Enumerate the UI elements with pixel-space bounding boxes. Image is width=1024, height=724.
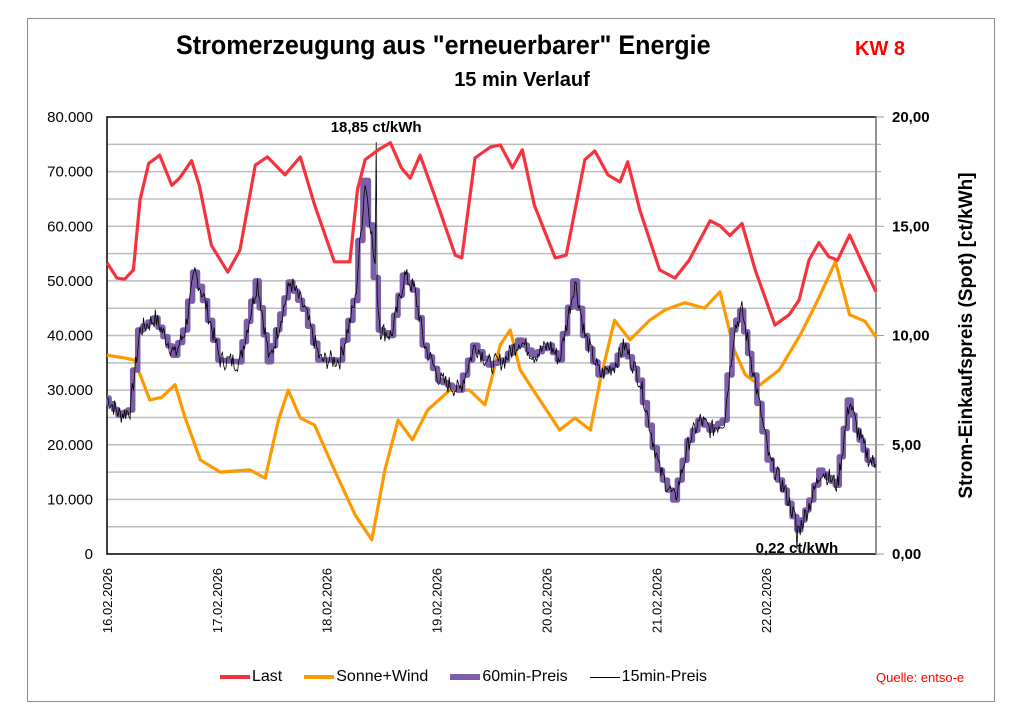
left-tick-label: 60.000 — [47, 218, 93, 235]
left-tick-label: 50.000 — [47, 273, 93, 290]
series-last — [105, 141, 878, 327]
legend-label: Last — [252, 668, 283, 685]
legend-item-15min-preis[interactable]: 15min-Preis — [589, 668, 708, 686]
x-tick-label: 19.02.2026 — [430, 568, 445, 633]
legend-item-sonne-wind[interactable]: Sonne+Wind — [304, 668, 428, 686]
x-tick-label: 17.02.2026 — [210, 568, 225, 633]
legend-label: Sonne+Wind — [336, 668, 429, 685]
series-15min-preis — [107, 142, 877, 550]
left-tick-label: 10.000 — [47, 491, 93, 508]
right-tick-label: 0,00 — [892, 546, 921, 563]
x-axis: 16.02.2026 17.02.2026 18.02.2026 19.02.2026… — [100, 568, 774, 633]
left-tick-label: 70.000 — [47, 164, 93, 181]
legend-item-60min-preis[interactable]: 60min-Preis — [450, 668, 568, 686]
annotation-max-price: 18,85 ct/kWh — [331, 119, 422, 136]
legend-swatch-60min-preis — [450, 674, 481, 680]
left-axis: 0 10.000 20.000 30.000 40.000 50.000 60.000 70.… — [47, 109, 93, 563]
right-tick-label: 10,00 — [892, 328, 930, 345]
legend-swatch-15min-preis — [589, 676, 620, 678]
week-badge: KW 8 — [855, 38, 905, 60]
left-tick-label: 30.000 — [47, 382, 93, 399]
annotation-min-price: 0,22 ct/kWh — [756, 540, 839, 557]
chart-subtitle: 15 min Verlauf — [454, 69, 590, 91]
left-tick-label: 40.000 — [47, 328, 93, 345]
source-note: Quelle: entso-e — [876, 670, 965, 685]
annotations: 18,85 ct/kWh 0,22 ct/kWh — [331, 119, 838, 557]
gridlines — [107, 143, 876, 528]
right-tick-label: 15,00 — [892, 218, 930, 235]
legend-item-last[interactable]: Last — [220, 668, 282, 686]
legend-swatch-sonne-wind — [304, 675, 335, 679]
x-tick-label: 16.02.2026 — [100, 568, 115, 633]
x-tick-label: 21.02.2026 — [649, 568, 664, 633]
chart-title: Stromerzeugung aus "erneuerbarer" Energi… — [176, 30, 711, 60]
legend: Last Sonne+Wind 60min-Preis 15min-Preis — [220, 668, 729, 686]
legend-label: 60min-Preis — [482, 668, 568, 685]
right-axis-label: Strom-Einkaufspreis (Spot) [ct/kWh] — [956, 172, 977, 498]
legend-label: 15min-Preis — [621, 668, 708, 685]
left-tick-label: 0 — [85, 546, 93, 563]
series-layer — [105, 141, 878, 550]
right-tick-label: 20,00 — [892, 109, 930, 126]
x-tick-label: 20.02.2026 — [539, 568, 554, 633]
chart-frame — [27, 18, 995, 702]
series-60min-preis — [106, 177, 877, 533]
left-tick-label: 20.000 — [47, 437, 93, 454]
legend-swatch-last — [220, 675, 250, 679]
x-tick-label: 22.02.2026 — [759, 568, 774, 633]
right-axis: 0,00 5,00 10,00 15,00 20,00 — [875, 109, 930, 563]
x-tick-label: 18.02.2026 — [320, 568, 335, 633]
series-sonne-wind — [106, 260, 878, 542]
left-tick-label: 80.000 — [47, 109, 93, 126]
right-tick-label: 5,00 — [892, 437, 921, 454]
